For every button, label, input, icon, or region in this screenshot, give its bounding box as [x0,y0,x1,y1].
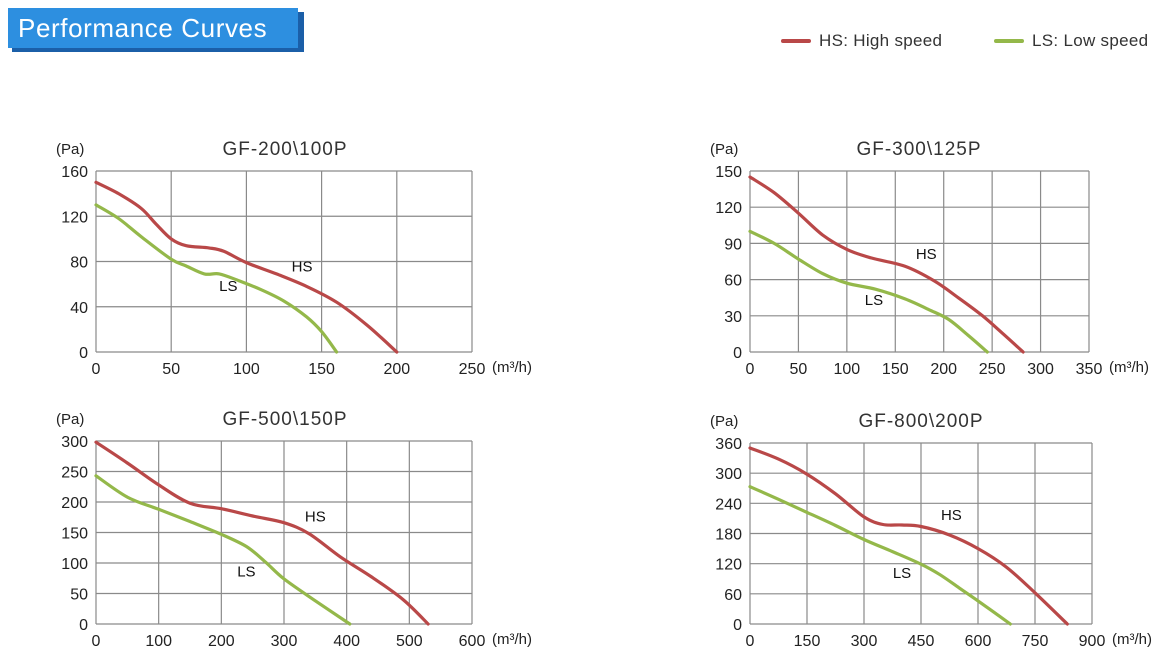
y-tick-label: 120 [715,200,742,217]
x-tick-label: 100 [145,633,172,650]
x-tick-label: 100 [834,361,861,378]
y-axis-label: (Pa) [710,141,738,158]
series-label-ls: LS [219,278,237,295]
series-line-hs [94,440,430,626]
series-line-hs [748,175,1025,354]
title-banner: Performance Curves [8,8,304,52]
x-tick-label: 200 [930,361,957,378]
y-tick-label: 0 [79,617,88,634]
series-line-ls [748,229,989,354]
x-axis-label: (m³/h) [492,631,532,648]
series-label-hs: HS [292,259,313,276]
y-axis-label: (Pa) [710,413,738,430]
x-tick-label: 100 [233,361,260,378]
chart-3: 0 100 200 300 400 500 600 0 50 100 150 200 250 300 (Pa… [56,409,532,650]
y-tick-label: 90 [724,236,742,253]
x-tick-label: 900 [1079,633,1106,650]
x-tick-label: 0 [746,633,755,650]
x-tick-label: 150 [308,361,335,378]
chart-title: GF-300\125P [856,139,981,160]
y-tick-label: 300 [61,434,88,451]
x-tick-label: 300 [1027,361,1054,378]
y-tick-label: 0 [733,617,742,634]
y-tick-label: 240 [715,496,742,513]
y-tick-label: 60 [724,587,742,604]
legend-label-hs: HS: High speed [819,31,943,50]
series-line-ls [748,485,1012,626]
x-axis-label: (m³/h) [1109,359,1149,376]
x-tick-label: 50 [790,361,808,378]
x-tick-label: 0 [92,633,101,650]
y-tick-label: 200 [61,495,88,512]
y-tick-label: 0 [79,345,88,362]
chart-title: GF-800\200P [858,411,983,432]
x-tick-label: 450 [908,633,935,650]
chart-2: 0 50 100 150 200 250 300 350 0 30 60 90 120 150 (Pa) (m… [710,139,1149,378]
x-axis-label: (m³/h) [1112,631,1152,648]
y-tick-label: 160 [61,164,88,181]
chart-title: GF-500\150P [222,409,347,430]
x-tick-label: 0 [746,361,755,378]
x-tick-label: 300 [271,633,298,650]
series-line-hs [748,446,1069,626]
y-tick-label: 0 [733,345,742,362]
y-tick-label: 100 [61,556,88,573]
x-axis-label: (m³/h) [492,359,532,376]
series-label-hs: HS [916,246,937,263]
chart-4: 0 150 300 450 600 750 900 0 60 120 180 240 300 360 (Pa… [710,411,1152,650]
x-tick-label: 200 [383,361,410,378]
x-tick-label: 750 [1022,633,1049,650]
y-tick-label: 40 [70,300,88,317]
series-label-ls: LS [237,563,255,580]
y-tick-label: 80 [70,255,88,272]
legend-item-hs: HS: High speed [781,28,942,54]
x-tick-label: 250 [459,361,486,378]
y-tick-label: 60 [724,273,742,290]
chart-title: GF-200\100P [222,139,347,160]
y-axis-label: (Pa) [56,141,84,158]
x-tick-label: 350 [1076,361,1103,378]
legend-swatch-ls [994,39,1024,43]
x-tick-label: 50 [162,361,180,378]
x-tick-label: 600 [459,633,486,650]
y-tick-label: 180 [715,527,742,544]
series-label-hs: HS [305,509,326,526]
y-tick-label: 300 [715,466,742,483]
series-line-ls [94,203,339,354]
x-tick-label: 500 [396,633,423,650]
y-tick-label: 250 [61,465,88,482]
legend-swatch-hs [781,39,811,43]
x-tick-label: 400 [333,633,360,650]
series-label-hs: HS [941,507,962,524]
series-label-ls: LS [865,292,883,309]
y-tick-label: 150 [61,526,88,543]
x-tick-label: 600 [965,633,992,650]
series-line-hs [94,180,399,354]
y-tick-label: 360 [715,436,742,453]
y-tick-label: 150 [715,164,742,181]
series-label-ls: LS [893,565,911,582]
x-tick-label: 200 [208,633,235,650]
x-tick-label: 150 [882,361,909,378]
y-tick-label: 120 [715,557,742,574]
legend-item-ls: LS: Low speed [994,28,1148,54]
x-tick-label: 300 [851,633,878,650]
chart-1: 0 50 100 150 200 250 0 40 80 120 160 (Pa) (m³/h) GF-2… [56,139,532,378]
series-line-ls [94,474,352,626]
y-axis-label: (Pa) [56,411,84,428]
page-title: Performance Curves [8,8,298,48]
x-tick-label: 150 [794,633,821,650]
legend-label-ls: LS: Low speed [1032,31,1149,50]
y-tick-label: 50 [70,587,88,604]
x-tick-label: 0 [92,361,101,378]
x-tick-label: 250 [979,361,1006,378]
y-tick-label: 120 [61,209,88,226]
y-tick-label: 30 [724,309,742,326]
